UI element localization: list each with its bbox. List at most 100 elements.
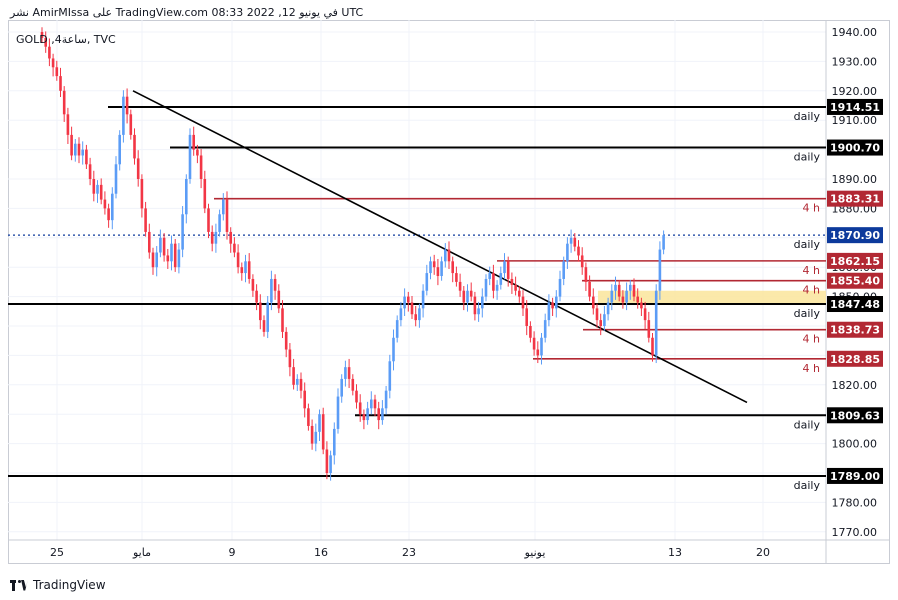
candle-body [114,164,118,194]
candle-body [329,455,332,473]
candle-body [188,134,192,179]
footer-brand[interactable]: TradingView [10,578,106,592]
candle-body [514,284,517,291]
candle-body [418,308,421,321]
price-badge-label: 1789.00 [830,470,880,483]
price-badge-label: 1914.51 [830,101,880,114]
candle-body [59,76,62,91]
candle-body [462,290,466,303]
price-badge [827,467,883,484]
candle-body [477,308,480,315]
level-tag: daily [794,418,821,431]
candle-body [40,32,44,38]
candle-body [381,408,384,421]
footer-brand-label: TradingView [33,578,106,592]
price-badge [827,350,883,367]
candle-body [392,337,395,362]
candle-body [614,284,617,291]
price-badge-label: 1838.73 [830,324,880,337]
candle-body [288,349,292,368]
candle-body [407,296,410,303]
support-zone [598,290,826,305]
candle-body [159,237,162,253]
candle-body [251,278,255,291]
price-tick-label: 1820.00 [832,379,878,392]
candle-body [218,214,221,232]
candle-body [621,296,625,303]
candle-body [314,431,318,444]
candle-body [592,296,595,309]
candle-body [203,179,207,209]
candle-body [469,290,473,297]
candle-body [340,378,343,397]
candle-body [303,390,306,409]
candle-body [236,252,240,268]
price-badge-label: 1828.85 [830,353,880,366]
candle-body [325,449,329,473]
candle-body [584,267,588,282]
candle-body [148,231,151,253]
candle-body [129,114,133,135]
candle-body [70,134,73,156]
candle-body [140,179,144,209]
price-badge-label: 1862.15 [830,255,880,268]
candle-body [466,290,469,303]
time-tick-label: يونيو [524,546,546,559]
candle-body [551,302,554,309]
candle-body [395,320,399,338]
candle-body [92,179,96,194]
candle-body [647,320,651,338]
symbol-label: GOLD ,ساعة4, TVC [16,33,116,46]
trendline[interactable] [132,90,748,404]
level-tag: daily [794,110,821,123]
candle-body [321,414,325,450]
candle-body [318,414,321,432]
time-tick-label: 23 [402,546,416,559]
chart-frame [8,20,890,564]
candle-body [540,337,543,356]
candle-body [266,302,269,332]
candle-body [373,399,377,409]
candle-body [473,296,477,315]
price-tick-label: 1930.00 [832,55,878,68]
time-tick-label: 25 [50,546,64,559]
candle-body [229,231,232,244]
candle-body [518,290,521,297]
level-tag: 4 h [803,202,820,215]
candle-body [125,96,129,115]
candle-body [629,284,632,291]
candle-body [499,273,503,285]
candle-body [173,243,177,268]
price-badge-label: 1870.90 [830,229,880,242]
candle-body [492,273,495,291]
candle-body [599,320,602,326]
candle-body [603,314,606,326]
published-header: نشر AmirMIssa على TradingView.com 08:33 … [10,6,364,19]
candle-body [181,214,184,250]
candle-body [296,378,299,385]
tradingview-logo-icon [10,579,28,591]
candle-body [643,308,647,321]
candle-body [521,296,525,309]
candle-body [481,296,484,309]
candle-body [532,337,536,350]
candle-body [196,149,199,156]
candle-body [366,408,369,421]
price-badge [827,190,883,207]
candle-body [606,302,610,315]
candle-body [536,349,540,356]
candle-body [495,284,499,291]
candle-body [207,208,210,232]
candle-body [547,302,551,321]
candle-body [484,278,488,297]
candle-body [651,337,654,356]
candle-body [632,284,636,297]
candle-body [351,378,355,391]
candle-body [307,408,310,426]
candle-body [658,249,662,291]
candle-body [273,278,277,291]
candle-body [503,261,506,274]
candle-body [588,281,591,297]
candle-body [595,308,599,321]
